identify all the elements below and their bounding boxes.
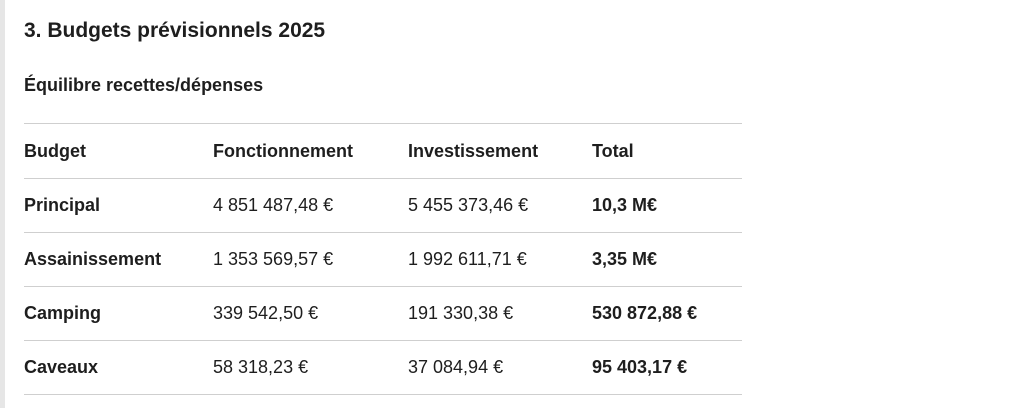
row-fonctionnement-value: 339 542,50 € xyxy=(213,286,408,341)
table-body: Principal 4 851 487,48 € 5 455 373,46 € … xyxy=(24,178,742,395)
row-budget-name: Principal xyxy=(24,178,213,233)
header-investissement: Investissement xyxy=(408,123,592,179)
row-investissement-value: 1 992 611,71 € xyxy=(408,232,592,287)
row-investissement-value: 191 330,38 € xyxy=(408,286,592,341)
table-row: Camping 339 542,50 € 191 330,38 € 530 87… xyxy=(24,286,742,341)
table-row: Principal 4 851 487,48 € 5 455 373,46 € … xyxy=(24,178,742,233)
row-budget-name: Caveaux xyxy=(24,340,213,395)
header-fonctionnement: Fonctionnement xyxy=(213,123,408,179)
subsection-title: Équilibre recettes/dépenses xyxy=(24,75,264,95)
row-fonctionnement-value: 4 851 487,48 € xyxy=(213,178,408,233)
row-budget-name: Assainissement xyxy=(24,232,213,287)
section-title: 3. Budgets prévisionnels 2025 xyxy=(24,19,326,42)
row-total-value: 3,35 M€ xyxy=(592,232,742,287)
row-investissement-value: 37 084,94 € xyxy=(408,340,592,395)
row-budget-name: Camping xyxy=(24,286,213,341)
table-row: Assainissement 1 353 569,57 € 1 992 611,… xyxy=(24,232,742,287)
row-fonctionnement-value: 58 318,23 € xyxy=(213,340,408,395)
left-border xyxy=(0,0,5,408)
row-total-value: 10,3 M€ xyxy=(592,178,742,233)
table-header: Budget Fonctionnement Investissement Tot… xyxy=(24,123,742,179)
budget-table: Budget Fonctionnement Investissement Tot… xyxy=(24,123,742,395)
row-total-value: 530 872,88 € xyxy=(592,286,742,341)
header-total: Total xyxy=(592,123,742,179)
header-budget: Budget xyxy=(24,123,213,179)
table-row: Caveaux 58 318,23 € 37 084,94 € 95 403,1… xyxy=(24,340,742,395)
row-investissement-value: 5 455 373,46 € xyxy=(408,178,592,233)
row-total-value: 95 403,17 € xyxy=(592,340,742,395)
row-fonctionnement-value: 1 353 569,57 € xyxy=(213,232,408,287)
header-row: Budget Fonctionnement Investissement Tot… xyxy=(24,123,742,179)
